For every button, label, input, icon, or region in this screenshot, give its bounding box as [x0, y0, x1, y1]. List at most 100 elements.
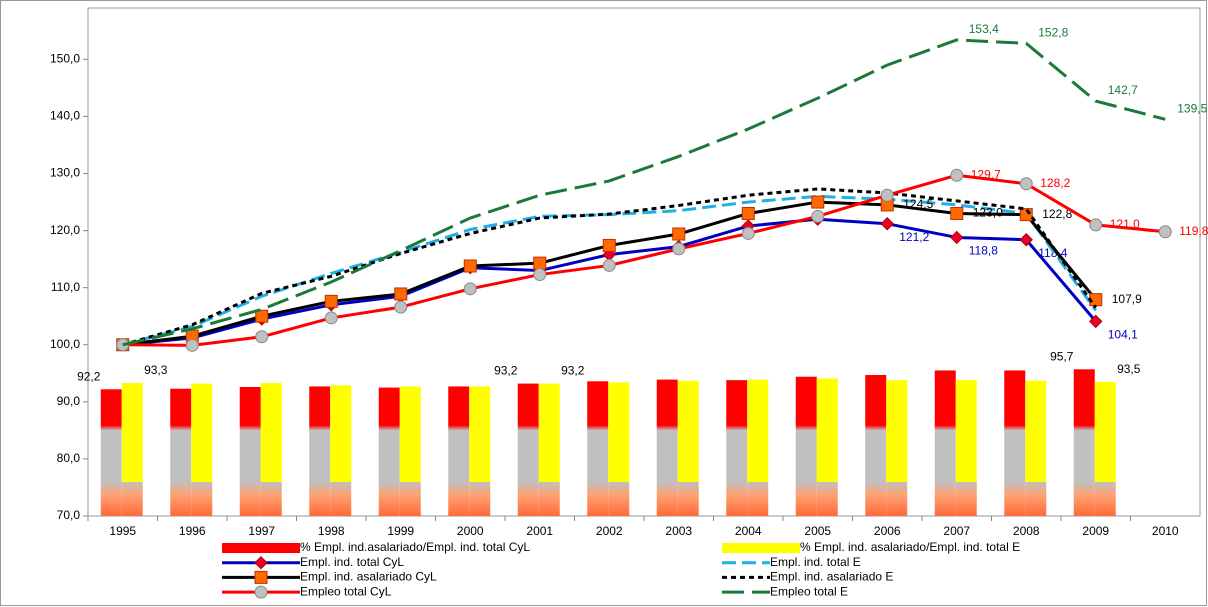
marker [1019, 177, 1033, 191]
marker [741, 206, 755, 220]
bar [1073, 369, 1095, 516]
legend-swatch [722, 543, 800, 553]
bar [239, 387, 261, 516]
data-label: 92,2 [77, 369, 101, 383]
marker [672, 242, 686, 256]
line [122, 187, 1097, 347]
marker [463, 259, 477, 273]
data-label: 107,9 [1112, 292, 1142, 306]
marker [1158, 225, 1172, 239]
x-tick-label: 2010 [1152, 524, 1179, 538]
x-tick-label: 2007 [943, 524, 970, 538]
marker [672, 227, 686, 241]
y-tick-label: 120,0 [50, 223, 80, 237]
marker [533, 256, 547, 270]
x-tick-label: 2006 [874, 524, 901, 538]
data-label: 122,8 [1042, 207, 1072, 221]
marker [950, 206, 964, 220]
marker [463, 282, 477, 296]
legend-swatch [222, 543, 300, 553]
marker [254, 585, 268, 599]
marker [1019, 233, 1033, 247]
marker [254, 555, 268, 570]
line [122, 38, 1166, 347]
marker [950, 230, 964, 245]
bar [816, 378, 838, 516]
legend-label: Empl. ind. asalariado E [770, 570, 893, 584]
bar [378, 387, 400, 516]
bar [260, 383, 282, 516]
bar [330, 385, 352, 516]
marker [533, 268, 547, 282]
legend-label: Empl. ind. total E [770, 555, 861, 569]
marker [602, 258, 616, 272]
bar [100, 389, 122, 516]
bar [608, 382, 630, 516]
data-label: 93,2 [494, 364, 518, 378]
data-label: 95,7 [1050, 349, 1074, 363]
data-label: 129,7 [971, 167, 1001, 181]
bar [795, 376, 817, 516]
x-tick-label: 1995 [109, 524, 136, 538]
bar [886, 380, 908, 516]
data-label: 118,8 [969, 244, 998, 258]
y-tick-label: 70,0 [57, 508, 81, 522]
marker [880, 217, 894, 231]
marker [811, 209, 825, 223]
data-label: 153,4 [969, 22, 999, 36]
data-label: 124,5 [903, 197, 933, 211]
x-tick-label: 1997 [248, 524, 275, 538]
x-tick-label: 1998 [318, 524, 345, 538]
bar [309, 386, 331, 516]
legend-label: Empleo total E [770, 584, 848, 598]
bar [656, 379, 678, 516]
x-tick-label: 2008 [1013, 524, 1040, 538]
marker [394, 300, 408, 314]
marker [1089, 218, 1103, 232]
marker [602, 238, 616, 252]
bar [170, 388, 192, 516]
x-tick-label: 1999 [387, 524, 414, 538]
marker [255, 330, 269, 344]
x-tick-label: 1996 [179, 524, 206, 538]
data-label: 119,8 [1179, 224, 1208, 238]
bar [955, 380, 977, 516]
x-tick-label: 2001 [526, 524, 553, 538]
marker [255, 309, 269, 323]
data-label: 93,5 [1117, 362, 1141, 376]
y-tick-label: 90,0 [57, 394, 81, 408]
marker [741, 226, 755, 240]
bar [747, 379, 769, 516]
legend-label: % Empl. ind.asalariado/Empl. ind. total … [300, 540, 530, 554]
marker [324, 294, 338, 308]
bar [1004, 370, 1026, 516]
marker [950, 168, 964, 182]
y-tick-label: 80,0 [57, 451, 81, 465]
bar [121, 383, 143, 516]
bar [587, 381, 609, 516]
bar [726, 380, 748, 516]
x-tick-label: 2004 [735, 524, 762, 538]
bar [469, 386, 491, 516]
legend-label: Empleo total CyL [300, 584, 392, 598]
legend-label: Empl. ind. asalariado CyL [300, 570, 437, 584]
bar [934, 370, 956, 516]
bar [1025, 380, 1047, 516]
x-tick-label: 2000 [457, 524, 484, 538]
bar [1094, 381, 1116, 516]
legend-label: % Empl. ind. asalariado/Empl. ind. total… [800, 540, 1020, 554]
data-label: 93,3 [144, 363, 168, 377]
data-label: 123,0 [973, 206, 1003, 220]
marker [811, 195, 825, 209]
data-label: 128,2 [1040, 176, 1070, 190]
marker [254, 570, 268, 584]
bar [865, 375, 887, 516]
marker [1089, 314, 1103, 329]
y-tick-label: 140,0 [50, 109, 80, 123]
data-label: 121,0 [1110, 217, 1140, 231]
data-label: 104,1 [1108, 328, 1138, 342]
data-label: 93,2 [561, 364, 585, 378]
legend-label: Empl. ind. total CyL [300, 555, 404, 569]
x-tick-label: 2009 [1082, 524, 1109, 538]
